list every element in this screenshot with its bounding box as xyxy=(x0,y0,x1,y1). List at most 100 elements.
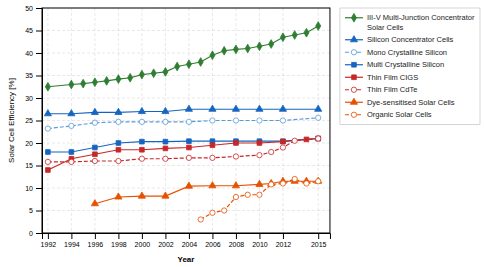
y-tick: 45 xyxy=(25,27,42,34)
y-tick-label: 40 xyxy=(25,50,33,57)
series-marker xyxy=(209,182,216,188)
series-marker xyxy=(163,68,168,77)
legend-label-line: Silicon Concentrator Cells xyxy=(367,35,454,44)
series-marker xyxy=(234,141,239,146)
series-marker xyxy=(269,40,274,49)
y-tick-mark xyxy=(36,233,42,234)
series-marker xyxy=(316,136,321,141)
series-marker xyxy=(292,138,297,143)
series-marker xyxy=(69,80,74,89)
series-marker xyxy=(116,147,121,152)
x-tick-label: 2006 xyxy=(205,241,221,248)
series-marker xyxy=(280,145,285,150)
x-tick-label: 1992 xyxy=(41,241,57,248)
y-tick: 25 xyxy=(25,117,42,124)
legend-label-line: III-V Multi-Junction Concentrator xyxy=(367,13,475,22)
series-marker xyxy=(140,147,145,152)
series-marker xyxy=(163,156,168,161)
series-marker xyxy=(256,180,263,186)
x-tick-mark xyxy=(118,233,119,239)
x-tick-mark xyxy=(212,233,213,239)
grid-line-y xyxy=(42,165,330,166)
series-marker xyxy=(91,108,98,114)
series-line xyxy=(48,109,318,114)
series-marker xyxy=(210,143,215,148)
legend-marker xyxy=(352,75,357,80)
series-line xyxy=(48,118,318,129)
legend-label: Dye-sensitised Solar Cells xyxy=(367,98,455,107)
x-tick: 2015 xyxy=(311,233,327,248)
series-marker xyxy=(138,192,145,198)
x-tick: 2012 xyxy=(276,233,292,248)
legend-marker xyxy=(351,50,356,55)
x-tick-mark xyxy=(142,233,143,239)
x-tick-mark xyxy=(189,233,190,239)
series-marker xyxy=(186,60,191,69)
series xyxy=(45,115,321,131)
series-marker xyxy=(222,208,227,213)
series-line xyxy=(95,181,318,204)
series-marker xyxy=(69,150,74,155)
x-tick-mark xyxy=(165,233,166,239)
x-tick-mark xyxy=(318,233,319,239)
series-marker xyxy=(316,115,321,120)
x-tick-label: 1998 xyxy=(111,241,127,248)
series-marker xyxy=(115,193,122,199)
series-marker xyxy=(139,156,144,161)
series-marker xyxy=(316,179,321,184)
legend-marker xyxy=(350,36,357,42)
grid-line-x xyxy=(71,8,72,233)
series-marker xyxy=(233,194,238,199)
series-marker xyxy=(232,182,239,188)
series-marker xyxy=(279,105,286,111)
series-marker xyxy=(257,118,262,123)
x-tick-label: 1994 xyxy=(64,241,80,248)
x-axis-line xyxy=(43,234,331,240)
series-marker xyxy=(138,107,145,113)
series-marker xyxy=(69,159,74,164)
series-marker xyxy=(245,192,250,197)
y-tick-label: 5 xyxy=(29,207,33,214)
series-marker xyxy=(256,105,263,111)
series-marker xyxy=(187,139,192,144)
series-marker xyxy=(281,139,286,144)
legend-item: Thin Film CdTe xyxy=(345,85,417,94)
series-marker xyxy=(245,44,250,53)
x-tick-label: 2012 xyxy=(276,241,292,248)
series-marker xyxy=(304,181,309,186)
series-marker xyxy=(163,139,168,144)
series-marker xyxy=(292,31,297,40)
y-tick: 40 xyxy=(25,50,42,57)
series-marker xyxy=(185,182,192,188)
grid-line-y xyxy=(42,53,330,54)
x-tick: 1996 xyxy=(88,233,104,248)
y-tick: 10 xyxy=(25,185,42,192)
series-marker xyxy=(269,182,274,187)
series-marker xyxy=(104,77,109,86)
legend-item: Organic Solar Cells xyxy=(345,110,432,119)
series-marker xyxy=(210,155,215,160)
legend-label: Silicon Concentrator Cells xyxy=(367,35,454,44)
x-tick: 1998 xyxy=(111,233,127,248)
legend-label: III-V Multi-Junction ConcentratorSolar C… xyxy=(367,13,475,32)
series xyxy=(44,105,321,116)
x-tick: 2010 xyxy=(252,233,268,248)
series-marker xyxy=(292,176,297,181)
series-marker xyxy=(187,145,192,150)
series-marker xyxy=(210,210,215,215)
series-marker xyxy=(233,118,238,123)
series-marker xyxy=(116,158,121,163)
grid-line-y xyxy=(42,98,330,99)
series-marker xyxy=(210,51,215,60)
y-tick: 0 xyxy=(29,230,42,237)
series-line xyxy=(201,179,319,220)
series-marker xyxy=(280,118,285,123)
x-tick: 2004 xyxy=(182,233,198,248)
y-tick-mark xyxy=(36,188,42,189)
series-marker xyxy=(128,73,133,82)
series-marker xyxy=(316,136,321,141)
series-marker xyxy=(315,105,322,111)
series-marker xyxy=(304,28,309,37)
series-marker xyxy=(175,62,180,71)
legend-label: Multi Crystalline Silicon xyxy=(367,60,444,69)
